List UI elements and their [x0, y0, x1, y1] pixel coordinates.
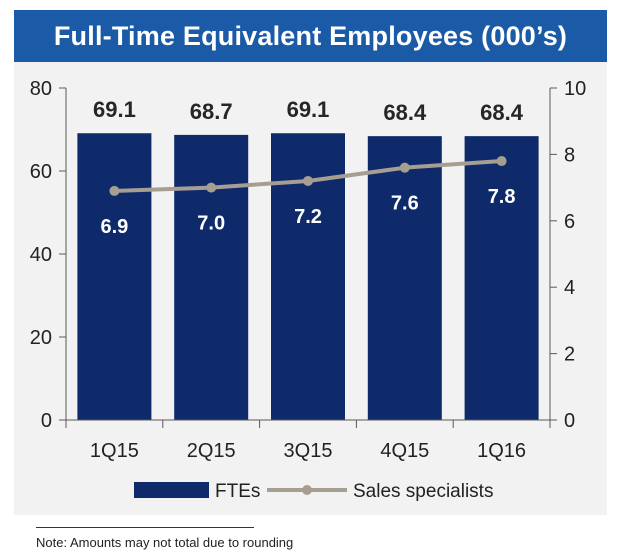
- chart-panel: 0 20 40 60 80 0 2 4 6 8 10 1Q15 2Q15 3Q15 4Q15 1Q16 69.1…: [14, 62, 607, 515]
- bar-value-label: 68.7: [190, 99, 233, 124]
- bar-2q15: [174, 134, 249, 420]
- legend-ftes-swatch: [134, 482, 209, 498]
- chart-plot: 0 20 40 60 80 0 2 4 6 8 10 1Q15 2Q15 3Q15 4Q15 1Q16 69.1…: [30, 78, 587, 502]
- y-left-tick-label: 40: [30, 244, 52, 266]
- y-right-tick-label: 0: [564, 410, 575, 432]
- line-value-label: 7.2: [294, 206, 322, 228]
- x-tick-label: 1Q16: [477, 440, 526, 462]
- y-left-tick-label: 20: [30, 327, 52, 349]
- sales-specialists-point-4q15: [399, 162, 410, 173]
- sales-specialists-point-3q15: [303, 175, 313, 186]
- legend-ftes-label: FTEs: [215, 481, 260, 502]
- y-left-tick-label: 80: [30, 78, 52, 100]
- line-value-label: 7.0: [197, 213, 225, 235]
- bar-value-label: 69.1: [287, 97, 330, 122]
- x-tick-label: 4Q15: [380, 440, 429, 462]
- bar-value-label: 68.4: [480, 100, 524, 125]
- y-right-tick-label: 4: [564, 277, 575, 299]
- x-tick-label: 2Q15: [187, 440, 236, 462]
- x-tick-label: 3Q15: [284, 440, 333, 462]
- y-left-tick-label: 0: [41, 410, 52, 432]
- legend-sales-marker: [302, 485, 312, 495]
- x-tick-label: 1Q15: [90, 440, 139, 462]
- y-right-tick-label: 2: [564, 344, 575, 366]
- line-value-label: 7.8: [488, 186, 516, 208]
- bar-value-label: 69.1: [93, 97, 136, 122]
- legend-sales-label: Sales specialists: [353, 481, 493, 502]
- sales-specialists-point-2q15: [206, 182, 217, 193]
- y-right-tick-label: 10: [564, 78, 586, 100]
- line-value-label: 6.9: [100, 216, 128, 238]
- y-right-tick-label: 6: [564, 211, 575, 233]
- y-left-tick-label: 60: [30, 161, 52, 183]
- y-right-tick-label: 8: [564, 144, 575, 166]
- line-value-label: 7.6: [391, 193, 419, 215]
- bar-1q16: [464, 136, 539, 420]
- bar-4q15: [367, 136, 442, 420]
- chart-title: Full-Time Equivalent Employees (000’s): [14, 10, 607, 62]
- bar-1q15: [77, 133, 152, 421]
- sales-specialists-point-1q15: [109, 185, 120, 196]
- bar-value-label: 68.4: [383, 100, 427, 125]
- sales-specialists-point-1q16: [496, 156, 507, 167]
- footnote-divider: [36, 527, 254, 528]
